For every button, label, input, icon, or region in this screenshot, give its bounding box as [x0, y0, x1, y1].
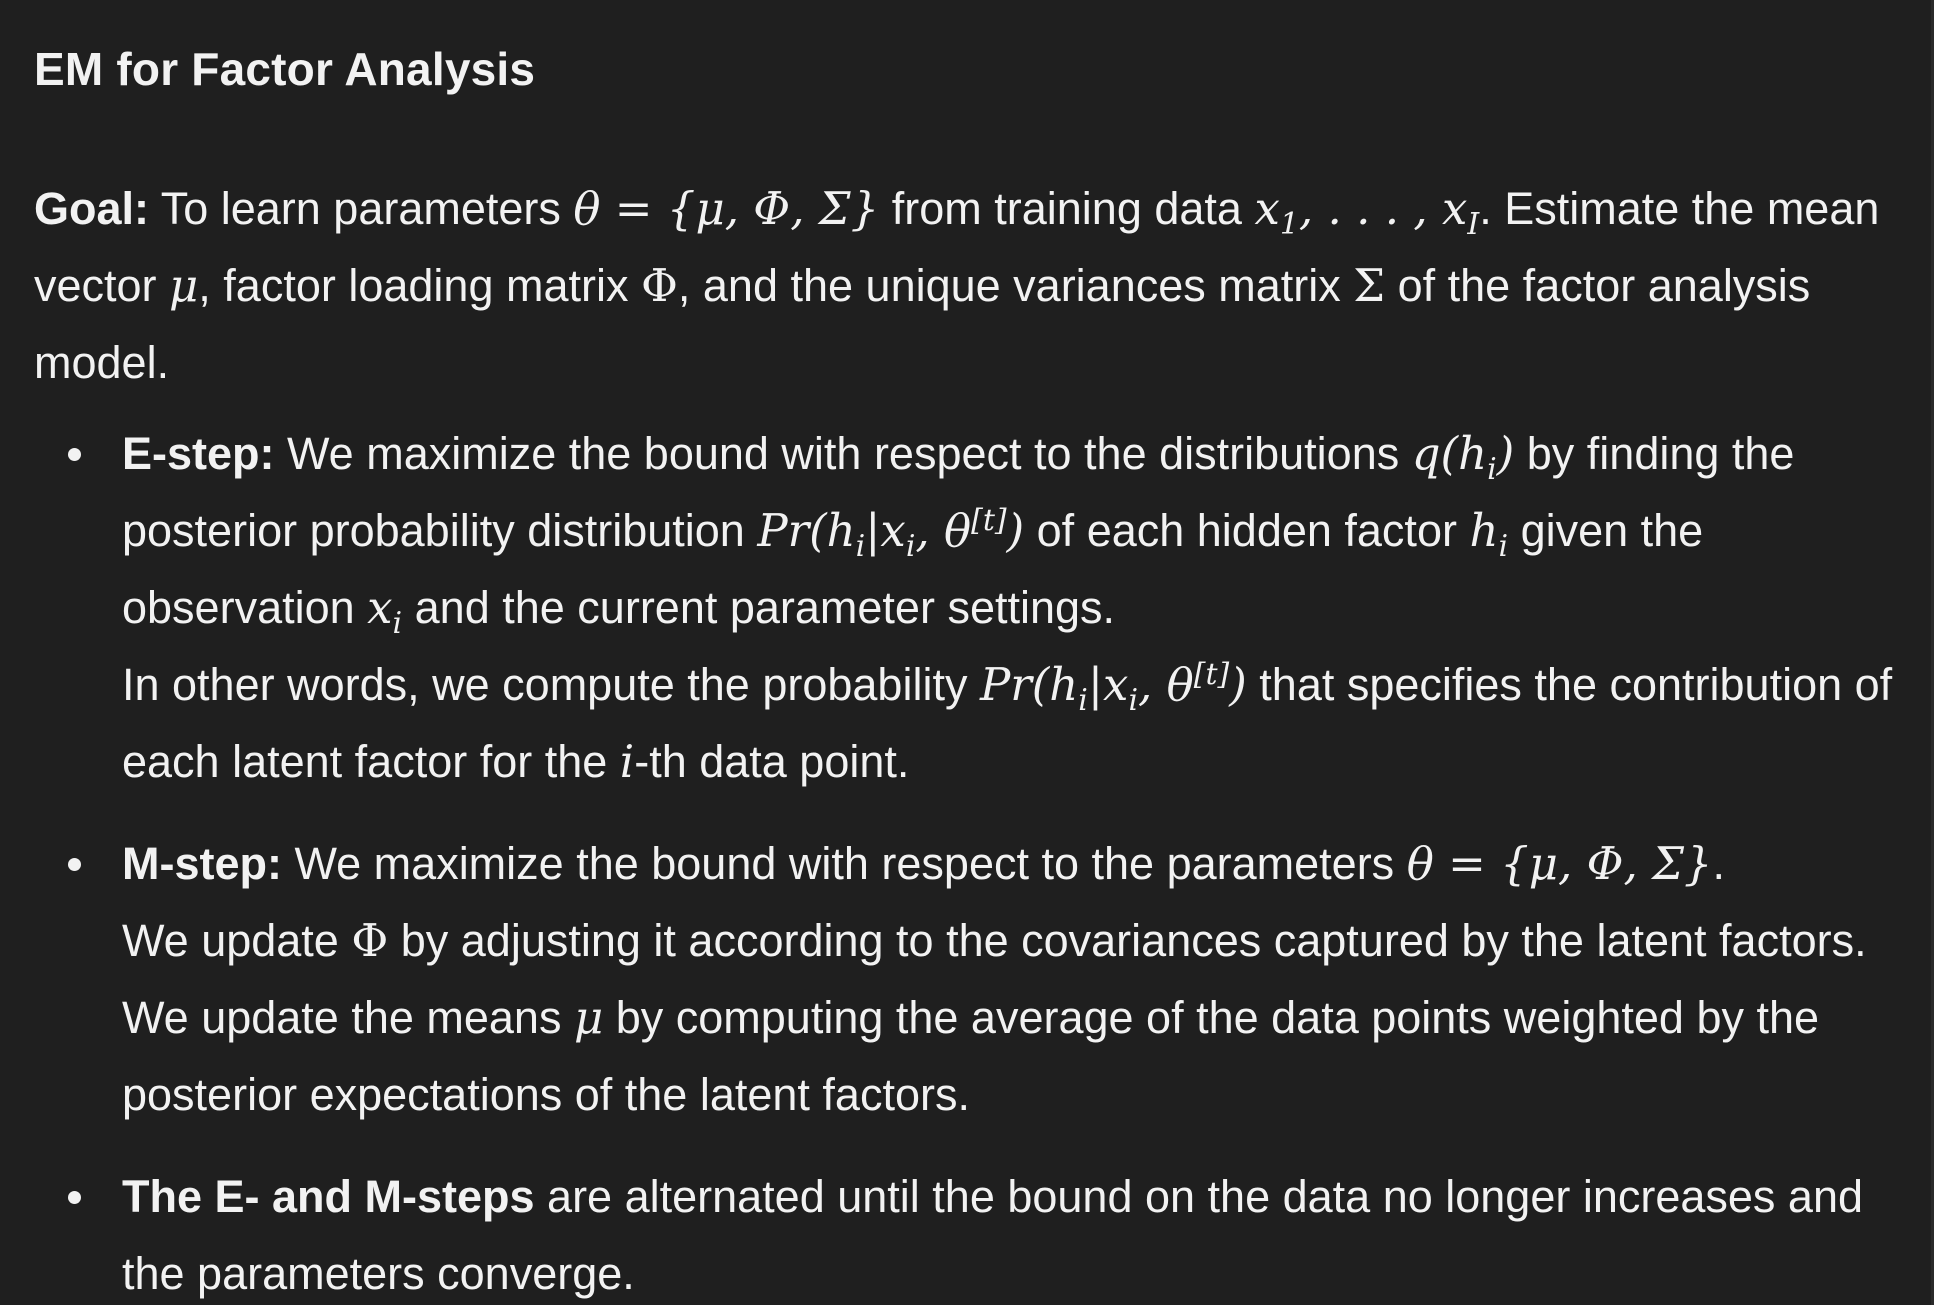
posterior-expression: Pr(hi|xi, θ[t]): [757, 503, 1025, 564]
mstep-text-4: by adjusting it according to the covaria…: [122, 915, 1867, 1043]
estep-text-2: by finding the posterior probability dis…: [122, 428, 1795, 556]
goal-text-3: . Estimate the mean vector: [34, 183, 1880, 311]
list-item-mstep: M-step: We maximize the bound with respe…: [34, 825, 1901, 1133]
estep-text-7: that specifies the contribution of each …: [122, 659, 1893, 787]
estep-text-8: -th data point.: [634, 736, 910, 787]
h-i: hi: [1469, 504, 1509, 564]
section-title: EM for Factor Analysis: [34, 43, 536, 95]
mstep-text-3: We update: [122, 915, 352, 966]
mstep-text-1: We maximize the bound with respect to th…: [281, 838, 1407, 889]
posterior-expression-2: Pr(hi|xi, θ[t]): [979, 657, 1247, 718]
phi-symbol: Φ: [351, 914, 389, 967]
goal-text-2: from training data: [879, 183, 1255, 234]
i-symbol: i: [619, 735, 635, 788]
goal-text-4: , factor loading matrix: [198, 260, 641, 311]
mstep-label: M-step:: [122, 838, 282, 889]
list-item-final: The E- and M-steps are alternated until …: [34, 1158, 1901, 1305]
final-text-1: are alternated until the bound on the da…: [122, 1171, 1864, 1299]
x-sequence: x1, . . . , xI: [1254, 182, 1480, 242]
estep-text-3: of each hidden factor: [1024, 505, 1470, 556]
goal-paragraph: Goal: To learn parameters θ = {μ, Φ, Σ} …: [34, 170, 1901, 401]
list-item-estep: E-step: We maximize the bound with respe…: [34, 415, 1901, 800]
goal-text-6: of the factor analysis model.: [34, 260, 1811, 388]
theta-set: θ = {μ, Φ, Σ}: [573, 182, 880, 235]
q-h-i: q(hi): [1411, 427, 1515, 487]
x-i: xi: [367, 581, 403, 641]
mstep-text-2: .: [1712, 838, 1726, 889]
estep-text-6: In other words, we compute the probabili…: [122, 659, 980, 710]
mu-symbol: μ: [573, 991, 604, 1044]
steps-list: E-step: We maximize the bound with respe…: [34, 415, 1901, 1305]
estep-text-1: We maximize the bound with respect to th…: [274, 428, 1412, 479]
mstep-text-5: by computing the average of the data poi…: [122, 992, 1820, 1120]
mu-symbol: μ: [169, 259, 199, 312]
estep-text-5: and the current parameter settings.: [402, 582, 1116, 633]
final-label: The E- and M-steps: [122, 1171, 535, 1222]
sigma-symbol: Σ: [1353, 259, 1386, 312]
estep-text-4: given the observation: [122, 505, 1704, 633]
theta-set: θ = {μ, Φ, Σ}: [1406, 837, 1713, 890]
goal-text-5: , and the unique variances matrix: [677, 260, 1354, 311]
goal-text-1: To learn parameters: [149, 183, 574, 234]
phi-symbol: Φ: [640, 259, 678, 312]
goal-label: Goal:: [34, 183, 150, 234]
estep-label: E-step:: [122, 428, 275, 479]
